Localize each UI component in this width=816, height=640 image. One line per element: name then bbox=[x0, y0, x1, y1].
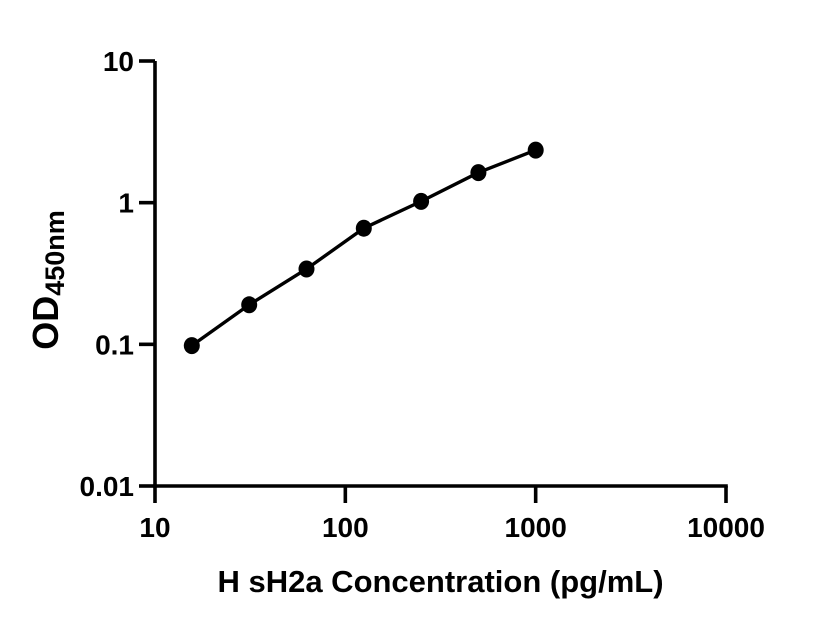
y-axis-tick-label: 0.1 bbox=[95, 329, 134, 360]
y-axis-tick-label: 1 bbox=[118, 188, 134, 219]
series-standard-curve bbox=[183, 141, 544, 355]
data-point bbox=[298, 260, 315, 278]
y-axis-tick-label: 10 bbox=[103, 46, 134, 77]
y-axis-title: OD450nm bbox=[25, 210, 70, 350]
x-axis: 10 100 1000 10000 bbox=[139, 484, 765, 543]
data-point bbox=[183, 337, 200, 355]
data-point bbox=[470, 164, 487, 182]
y-axis-title-main: OD bbox=[25, 295, 66, 350]
y-axis: 0.01 0.1 1 10 bbox=[80, 46, 157, 502]
data-point bbox=[241, 296, 258, 314]
x-axis-tick-label: 10000 bbox=[687, 512, 765, 543]
x-axis-tick-label: 1000 bbox=[505, 512, 567, 543]
y-axis-tick-label: 0.01 bbox=[80, 471, 135, 502]
x-axis-tick-label: 100 bbox=[322, 512, 369, 543]
y-axis-title-subscript: 450nm bbox=[40, 210, 70, 296]
x-axis-tick-label: 10 bbox=[139, 512, 170, 543]
data-point bbox=[355, 219, 372, 237]
data-point bbox=[413, 192, 430, 210]
standard-curve-line bbox=[190, 148, 537, 347]
x-axis-title: H sH2a Concentration (pg/mL) bbox=[217, 564, 664, 599]
data-point bbox=[527, 141, 544, 159]
